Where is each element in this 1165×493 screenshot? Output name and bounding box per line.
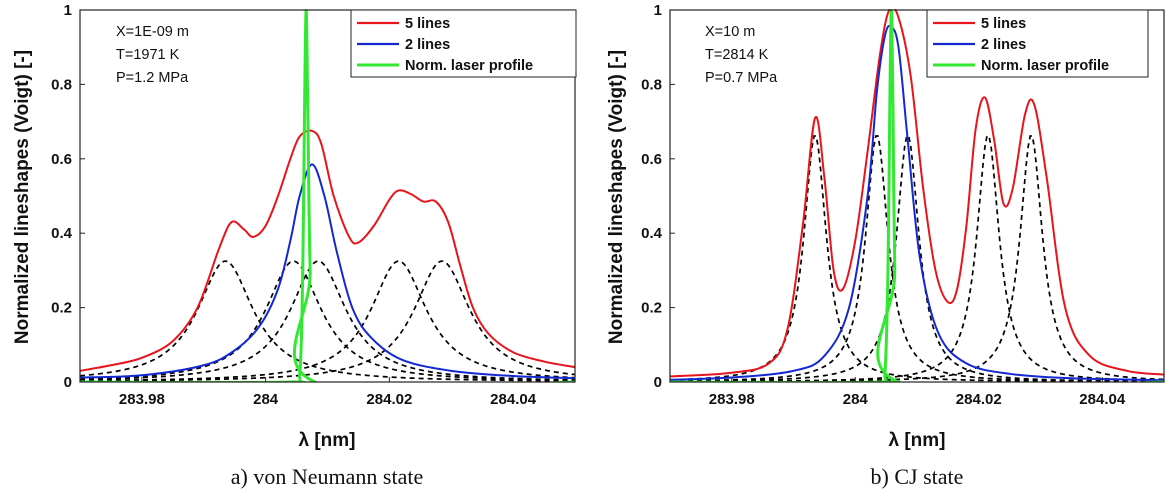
x-tick-label: 284	[843, 391, 869, 408]
x-tick-label: 284.02	[366, 391, 412, 408]
legend-label-laser-profile: Norm. laser profile	[405, 58, 533, 74]
y-tick-label: 1	[654, 2, 662, 19]
y-tick-label: 0.4	[51, 225, 73, 242]
y-tick-label: 0	[64, 374, 72, 391]
temperature-label: T=1971 K	[116, 47, 180, 63]
x-tick-label: 284	[253, 391, 279, 408]
legend: 5 lines 2 lines Norm. laser profile	[926, 9, 1149, 78]
component-line-4	[80, 260, 575, 382]
plot-frame	[669, 9, 1165, 383]
y-tick-label: 1	[64, 2, 72, 19]
legend-label-5-lines: 5 lines	[405, 16, 450, 32]
caption: a) von Neumann state	[231, 464, 423, 489]
component-line-3	[670, 135, 1164, 382]
pressure-label: P=0.7 MPa	[705, 70, 778, 86]
y-tick-label: 0.2	[51, 300, 72, 317]
series-line-2-lines	[80, 163, 575, 380]
legend-label-2-lines: 2 lines	[981, 37, 1026, 53]
series-line-5-lines	[670, 9, 1164, 378]
legend-label-laser-profile: Norm. laser profile	[981, 58, 1109, 74]
legend: 5 lines 2 lines Norm. laser profile	[350, 9, 577, 78]
component-line-2	[670, 135, 1164, 382]
pressure-label: P=1.2 MPa	[116, 70, 189, 86]
component-line-1	[80, 260, 575, 382]
series-line-norm-laser-profile	[670, 9, 1164, 382]
conditions-box: X=1E-09 m T=1971 K P=1.2 MPa	[116, 24, 189, 86]
y-tick-label: 0.6	[51, 151, 72, 168]
component-line-1	[670, 135, 1164, 382]
y-tick-label: 0.8	[51, 76, 72, 93]
x-axis-title: λ [nm]	[889, 430, 946, 451]
caption: b) CJ state	[871, 464, 964, 489]
legend-label-2-lines: 2 lines	[405, 37, 450, 53]
y-tick-label: 0.6	[641, 151, 662, 168]
panel-cj-state: Normalized lineshapes (Voigt) [-] 283.98…	[606, 2, 1165, 489]
y-tick-label: 0.8	[641, 76, 662, 93]
position-label: X=1E-09 m	[116, 24, 189, 40]
x-axis-title: λ [nm]	[299, 430, 356, 451]
series-line-5-lines	[80, 129, 575, 372]
component-line-4	[670, 135, 1164, 382]
x-tick-label: 283.98	[119, 391, 165, 408]
x-tick-label: 284.04	[1079, 391, 1126, 408]
legend-label-5-lines: 5 lines	[981, 16, 1026, 32]
y-axis-title: Normalized lineshapes (Voigt) [-]	[12, 50, 33, 344]
component-line-5	[670, 135, 1164, 382]
panel-von-neumann: Normalized lineshapes (Voigt) [-] 283.98…	[12, 2, 577, 489]
y-axis-title: Normalized lineshapes (Voigt) [-]	[606, 50, 627, 344]
series-line-norm-laser-profile	[80, 9, 575, 382]
y-tick-label: 0.2	[641, 300, 662, 317]
y-tick-label: 0.4	[641, 225, 663, 242]
x-tick-label: 283.98	[709, 391, 755, 408]
position-label: X=10 m	[705, 24, 755, 40]
component-line-2	[80, 260, 575, 382]
component-line-5	[80, 260, 575, 382]
conditions-box: X=10 m T=2814 K P=0.7 MPa	[705, 24, 778, 86]
x-tick-label: 284.04	[490, 391, 537, 408]
component-line-3	[80, 260, 575, 381]
temperature-label: T=2814 K	[705, 47, 769, 63]
y-tick-label: 0	[654, 374, 662, 391]
x-tick-label: 284.02	[956, 391, 1002, 408]
plot-frame	[79, 9, 576, 383]
